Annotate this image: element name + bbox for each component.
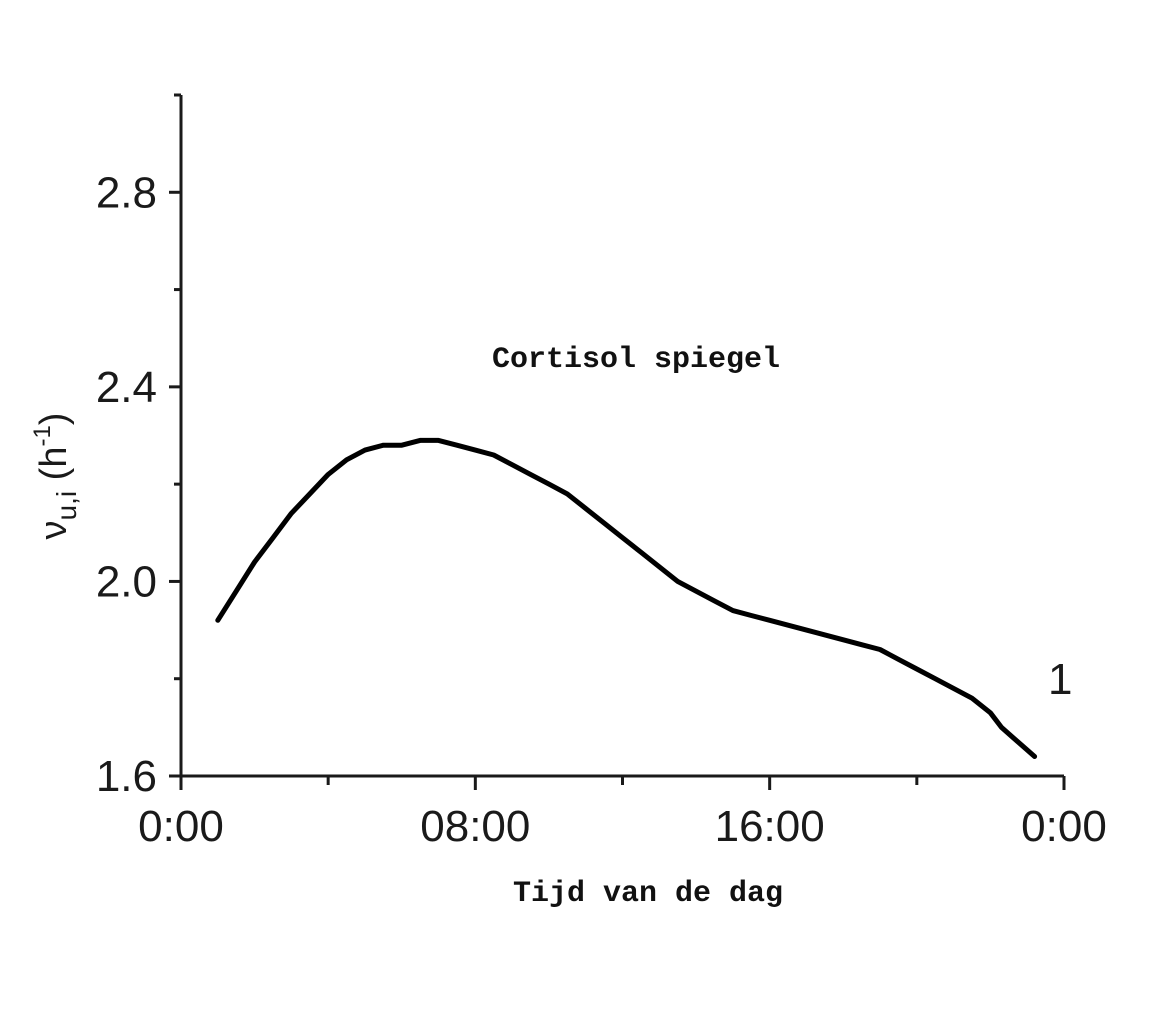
y-axis-title-unit-close: ) bbox=[33, 413, 75, 426]
ticks-layer: 0:00 08:00 16:00 0:001.62.02.42.8 bbox=[96, 93, 1107, 851]
y-tick-label: 2.0 bbox=[96, 557, 157, 606]
y-axis-title: νu,i (h-1) bbox=[29, 413, 82, 540]
series-label: 1 bbox=[1048, 655, 1072, 704]
y-axis-title-symbol: ν bbox=[33, 520, 75, 539]
y-tick-label: 2.4 bbox=[96, 363, 157, 412]
x-tick-label: 08:00 bbox=[420, 802, 530, 851]
y-axis-title-unit: (h bbox=[33, 447, 75, 491]
x-tick-label: 16:00 bbox=[715, 802, 825, 851]
axes-layer bbox=[179, 95, 1064, 778]
y-axis-title-exponent: -1 bbox=[29, 425, 56, 446]
x-axis-title: Tijd van de dag bbox=[513, 877, 783, 911]
x-tick-label: 0:00 bbox=[1021, 802, 1107, 851]
series-layer bbox=[215, 437, 1038, 759]
y-tick-label: 2.8 bbox=[96, 168, 157, 217]
y-axis-title-subscript: u,i bbox=[51, 491, 82, 521]
x-tick-label: 0:00 bbox=[138, 802, 224, 851]
cortisol-series-line bbox=[215, 437, 1038, 759]
y-tick-label: 1.6 bbox=[96, 752, 157, 801]
chart-title: Cortisol spiegel bbox=[492, 343, 780, 377]
